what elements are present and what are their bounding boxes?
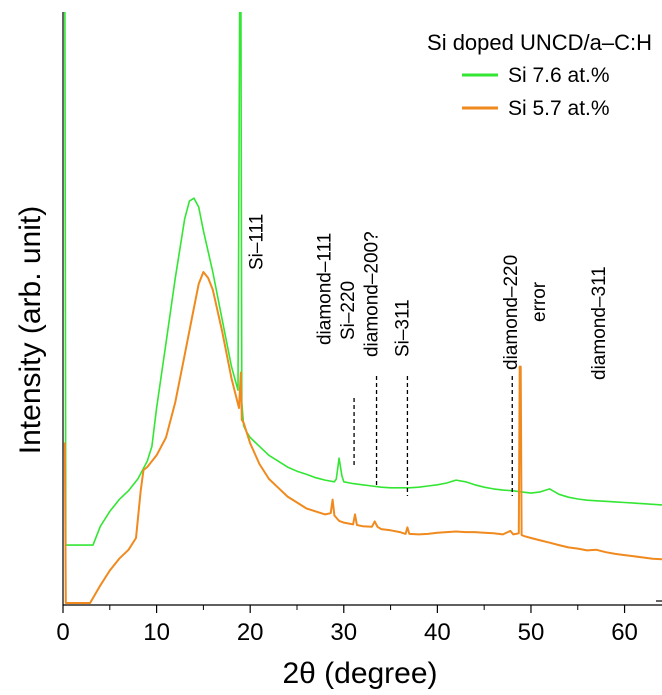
x-tick-label-30: 30 xyxy=(330,619,357,646)
peak-annotation: diamond–311 xyxy=(589,266,610,380)
peak-annotation: diamond–220 xyxy=(501,255,522,370)
x-tick-label-0: 0 xyxy=(56,619,69,646)
peak-annotation: Si–111 xyxy=(246,214,267,270)
peak-annotation: Si–220 xyxy=(338,281,359,340)
x-tick-label-50: 50 xyxy=(518,619,545,646)
annotation-layer: Si–111 diamond–111 Si–220 diamond–200? Si–31… xyxy=(246,214,610,380)
peak-annotation: diamond–111 xyxy=(315,233,336,345)
legend-label-1: Si 7.6 at.% xyxy=(508,64,610,87)
legend: Si 7.6 at.% Si 5.7 at.% xyxy=(462,64,610,120)
peak-annotation: Si–311 xyxy=(392,299,413,357)
x-tick-label-60: 60 xyxy=(611,619,638,646)
x-ticks: 0 10 20 30 40 50 60 xyxy=(56,605,638,646)
chart-title: Si doped UNCD/a–C:H xyxy=(427,30,652,55)
legend-label-2: Si 5.7 at.% xyxy=(508,97,610,120)
peak-annotation: diamond–200? xyxy=(362,231,383,357)
x-tick-label-10: 10 xyxy=(143,619,170,646)
x-tick-label-40: 40 xyxy=(424,619,451,646)
peak-marker-layer xyxy=(354,376,512,496)
peak-annotation: error xyxy=(529,281,550,322)
y-axis-label: Intensity (arb. unit) xyxy=(14,206,47,454)
x-tick-label-20: 20 xyxy=(237,619,264,646)
x-axis-label: 2θ (degree) xyxy=(282,657,437,690)
